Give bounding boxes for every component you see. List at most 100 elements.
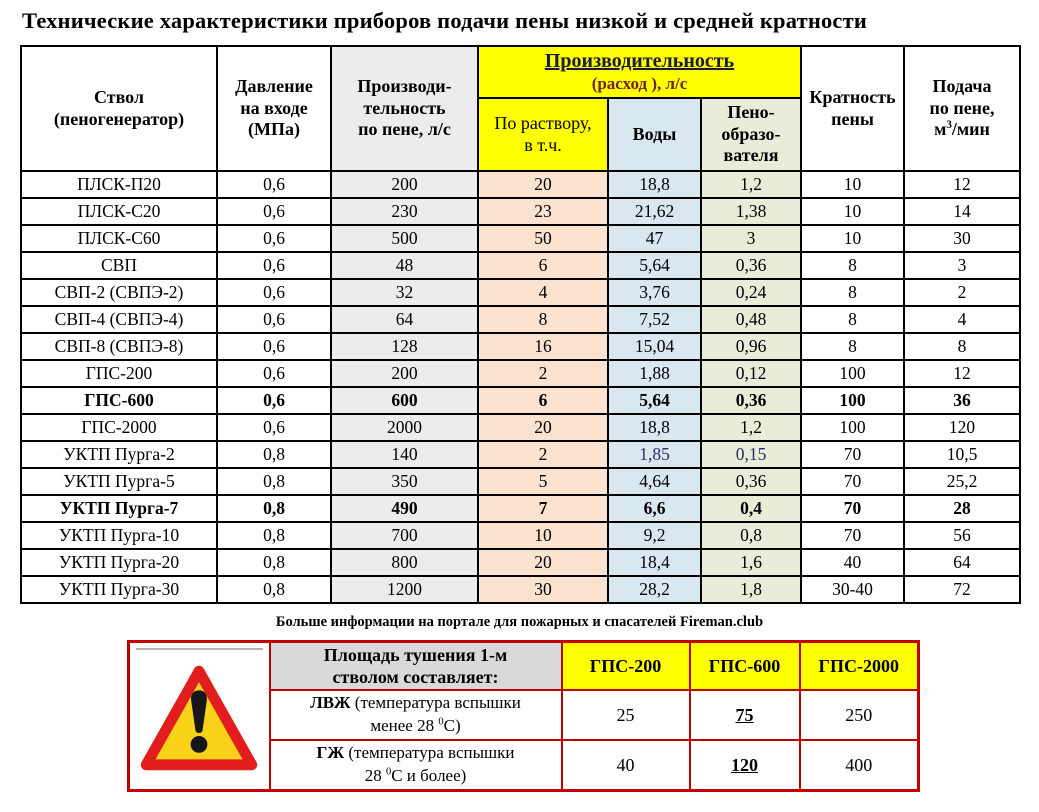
name-cell: УКТП Пурга-20: [20, 548, 218, 577]
solution-cell: 16: [477, 332, 609, 361]
warning-triangle-cell: [127, 640, 271, 792]
pressure-cell: 0,6: [216, 332, 332, 361]
name-cell: ГПС-2000: [20, 413, 218, 442]
name-cell: УКТП Пурга-7: [20, 494, 218, 523]
supply-cell: 12: [903, 170, 1021, 199]
pressure-cell: 0,8: [216, 467, 332, 496]
foaming-agent-cell: 1,2: [700, 413, 802, 442]
solution-cell: 20: [477, 170, 609, 199]
water-cell: 21,62: [607, 197, 702, 226]
table-row: ПЛСК-П20 0,6 200 20 18,8 1,2 10 12: [20, 170, 1021, 199]
foaming-agent-cell: 0,36: [700, 251, 802, 280]
lvzh-label-cell: ЛВЖ (температура вспышки менее 28 0С): [268, 689, 563, 741]
area-table-title: Площадь тушения 1-м стволом составляет:: [268, 640, 563, 691]
gzh-label-cell: ГЖ (температура вспышки 28 0С и более): [268, 739, 563, 792]
foam-capacity-cell: 2000: [330, 413, 479, 442]
foam-capacity-cell: 140: [330, 440, 479, 469]
foam-capacity-cell: 490: [330, 494, 479, 523]
water-cell: 18,8: [607, 413, 702, 442]
foaming-agent-cell: 0,96: [700, 332, 802, 361]
name-cell: СВП-8 (СВПЭ-8): [20, 332, 218, 361]
foaming-agent-cell: 1,6: [700, 548, 802, 577]
foaming-agent-cell: 0,36: [700, 467, 802, 496]
water-cell: 18,8: [607, 170, 702, 199]
ratio-cell: 100: [800, 413, 905, 442]
supply-cell: 120: [903, 413, 1021, 442]
col-header-gps-600: ГПС-600: [688, 640, 801, 691]
table-row: СВП 0,6 48 6 5,64 0,36 8 3: [20, 251, 1021, 280]
ratio-cell: 10: [800, 224, 905, 253]
gzh-gps-200-value: 40: [560, 739, 691, 792]
foaming-agent-cell: 0,15: [700, 440, 802, 469]
water-cell: 4,64: [607, 467, 702, 496]
pressure-cell: 0,6: [216, 278, 332, 307]
water-cell: 47: [607, 224, 702, 253]
foaming-agent-cell: 1,8: [700, 575, 802, 604]
ratio-cell: 10: [800, 197, 905, 226]
ratio-cell: 70: [800, 494, 905, 523]
name-cell: УКТП Пурга-2: [20, 440, 218, 469]
water-cell: 5,64: [607, 251, 702, 280]
pressure-cell: 0,6: [216, 170, 332, 199]
solution-cell: 6: [477, 386, 609, 415]
water-cell: 7,52: [607, 305, 702, 334]
table-row: УКТП Пурга-10 0,8 700 10 9,2 0,8 70 56: [20, 521, 1021, 550]
page-title: Технические характеристики приборов пода…: [22, 8, 868, 33]
pressure-cell: 0,6: [216, 386, 332, 415]
foam-capacity-cell: 230: [330, 197, 479, 226]
pressure-cell: 0,8: [216, 440, 332, 469]
foaming-agent-cell: 1,2: [700, 170, 802, 199]
supply-cell: 3: [903, 251, 1021, 280]
ratio-cell: 10: [800, 170, 905, 199]
extinguishing-area-table: Площадь тушения 1-м стволом составляет: …: [127, 640, 920, 792]
foam-capacity-cell: 800: [330, 548, 479, 577]
ratio-cell: 30-40: [800, 575, 905, 604]
solution-cell: 20: [477, 548, 609, 577]
col-header-ratio: Кратность пены: [800, 45, 905, 172]
foaming-agent-cell: 0,4: [700, 494, 802, 523]
solution-cell: 23: [477, 197, 609, 226]
water-cell: 1,88: [607, 359, 702, 388]
pressure-cell: 0,8: [216, 521, 332, 550]
table-row: СВП-2 (СВПЭ-2) 0,6 32 4 3,76 0,24 8 2: [20, 278, 1021, 307]
ratio-cell: 100: [800, 386, 905, 415]
supply-cell: 72: [903, 575, 1021, 604]
foaming-agent-cell: 0,12: [700, 359, 802, 388]
divider-line: [136, 648, 263, 650]
solution-cell: 2: [477, 440, 609, 469]
pressure-cell: 0,6: [216, 197, 332, 226]
ratio-cell: 8: [800, 278, 905, 307]
pressure-cell: 0,6: [216, 251, 332, 280]
lvzh-gps-2000-value: 250: [798, 689, 920, 741]
solution-cell: 2: [477, 359, 609, 388]
foam-devices-table: Ствол (пеногенератор) Давление на входе …: [20, 45, 1021, 604]
solution-cell: 7: [477, 494, 609, 523]
supply-cell: 25,2: [903, 467, 1021, 496]
table-row: СВП-4 (СВПЭ-4) 0,6 64 8 7,52 0,48 8 4: [20, 305, 1021, 334]
name-cell: ПЛСК-С20: [20, 197, 218, 226]
solution-cell: 50: [477, 224, 609, 253]
name-cell: СВП-4 (СВПЭ-4): [20, 305, 218, 334]
col-header-stvol: Ствол (пеногенератор): [20, 45, 218, 172]
foam-capacity-cell: 64: [330, 305, 479, 334]
supply-cell: 2: [903, 278, 1021, 307]
water-cell: 6,6: [607, 494, 702, 523]
supply-cell: 4: [903, 305, 1021, 334]
name-cell: УКТП Пурга-10: [20, 521, 218, 550]
col-header-performance-group: Производительность (расход ), л/с: [477, 45, 802, 99]
ratio-cell: 8: [800, 251, 905, 280]
table-row: ПЛСК-С20 0,6 230 23 21,62 1,38 10 14: [20, 197, 1021, 226]
water-cell: 1,85: [607, 440, 702, 469]
pressure-cell: 0,8: [216, 575, 332, 604]
footer-note: Больше информации на портале для пожарны…: [275, 614, 764, 630]
name-cell: СВП-2 (СВПЭ-2): [20, 278, 218, 307]
name-cell: ПЛСК-С60: [20, 224, 218, 253]
ratio-cell: 100: [800, 359, 905, 388]
col-header-solution: По раствору, в т.ч.: [477, 97, 609, 172]
col-header-foaming-agent: Пено- образо- вателя: [700, 97, 802, 172]
foam-capacity-cell: 128: [330, 332, 479, 361]
table-row: ГЖ (температура вспышки 28 0С и более) 4…: [129, 739, 920, 792]
water-cell: 3,76: [607, 278, 702, 307]
solution-cell: 5: [477, 467, 609, 496]
name-cell: СВП: [20, 251, 218, 280]
